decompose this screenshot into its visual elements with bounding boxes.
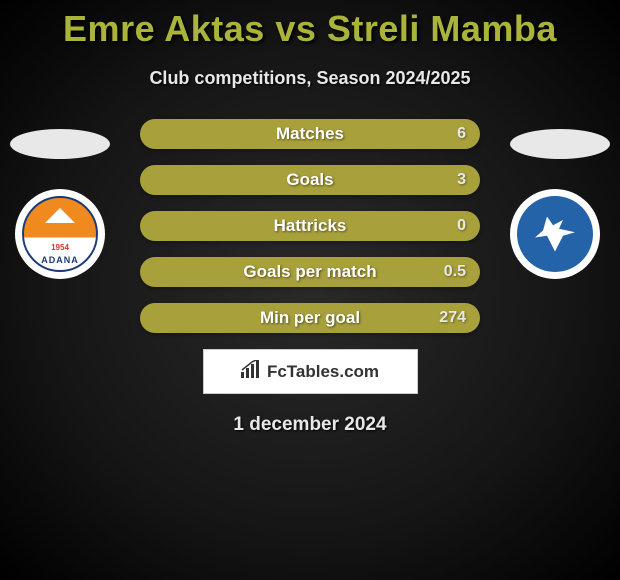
badge-year: 1954 [51, 243, 69, 252]
stat-label: Goals [286, 170, 333, 190]
stat-value: 0 [457, 217, 466, 235]
season-subtitle: Club competitions, Season 2024/2025 [0, 68, 620, 89]
erzurumspor-crest [517, 196, 593, 272]
stat-row-goals-per-match: Goals per match 0.5 [140, 257, 480, 287]
content-area: 1954 ADANA Matches 6 Goals 3 Hattricks 0… [0, 119, 620, 436]
chart-icon [241, 360, 261, 383]
comparison-title: Emre Aktas vs Streli Mamba [0, 0, 620, 50]
snapshot-date: 1 december 2024 [10, 414, 610, 436]
stats-container: Matches 6 Goals 3 Hattricks 0 Goals per … [140, 119, 480, 333]
team-badge-left: 1954 ADANA [15, 189, 105, 279]
badge-city-text: ADANA [41, 255, 79, 265]
player-left-placeholder [10, 129, 110, 159]
stat-label: Min per goal [260, 308, 360, 328]
stat-value: 274 [439, 309, 466, 327]
stat-row-goals: Goals 3 [140, 165, 480, 195]
bird-icon [535, 217, 575, 252]
stat-row-min-per-goal: Min per goal 274 [140, 303, 480, 333]
team-badge-right [510, 189, 600, 279]
stat-label: Hattricks [274, 216, 347, 236]
stat-label: Matches [276, 124, 344, 144]
stat-value: 0.5 [444, 263, 466, 281]
brand-text: FcTables.com [267, 362, 379, 382]
stat-label: Goals per match [243, 262, 376, 282]
stat-value: 6 [457, 125, 466, 143]
stat-row-matches: Matches 6 [140, 119, 480, 149]
player-right-placeholder [510, 129, 610, 159]
stat-value: 3 [457, 171, 466, 189]
adanaspor-crest: 1954 ADANA [22, 196, 98, 272]
stat-row-hattricks: Hattricks 0 [140, 211, 480, 241]
branding-box: FcTables.com [203, 349, 418, 394]
